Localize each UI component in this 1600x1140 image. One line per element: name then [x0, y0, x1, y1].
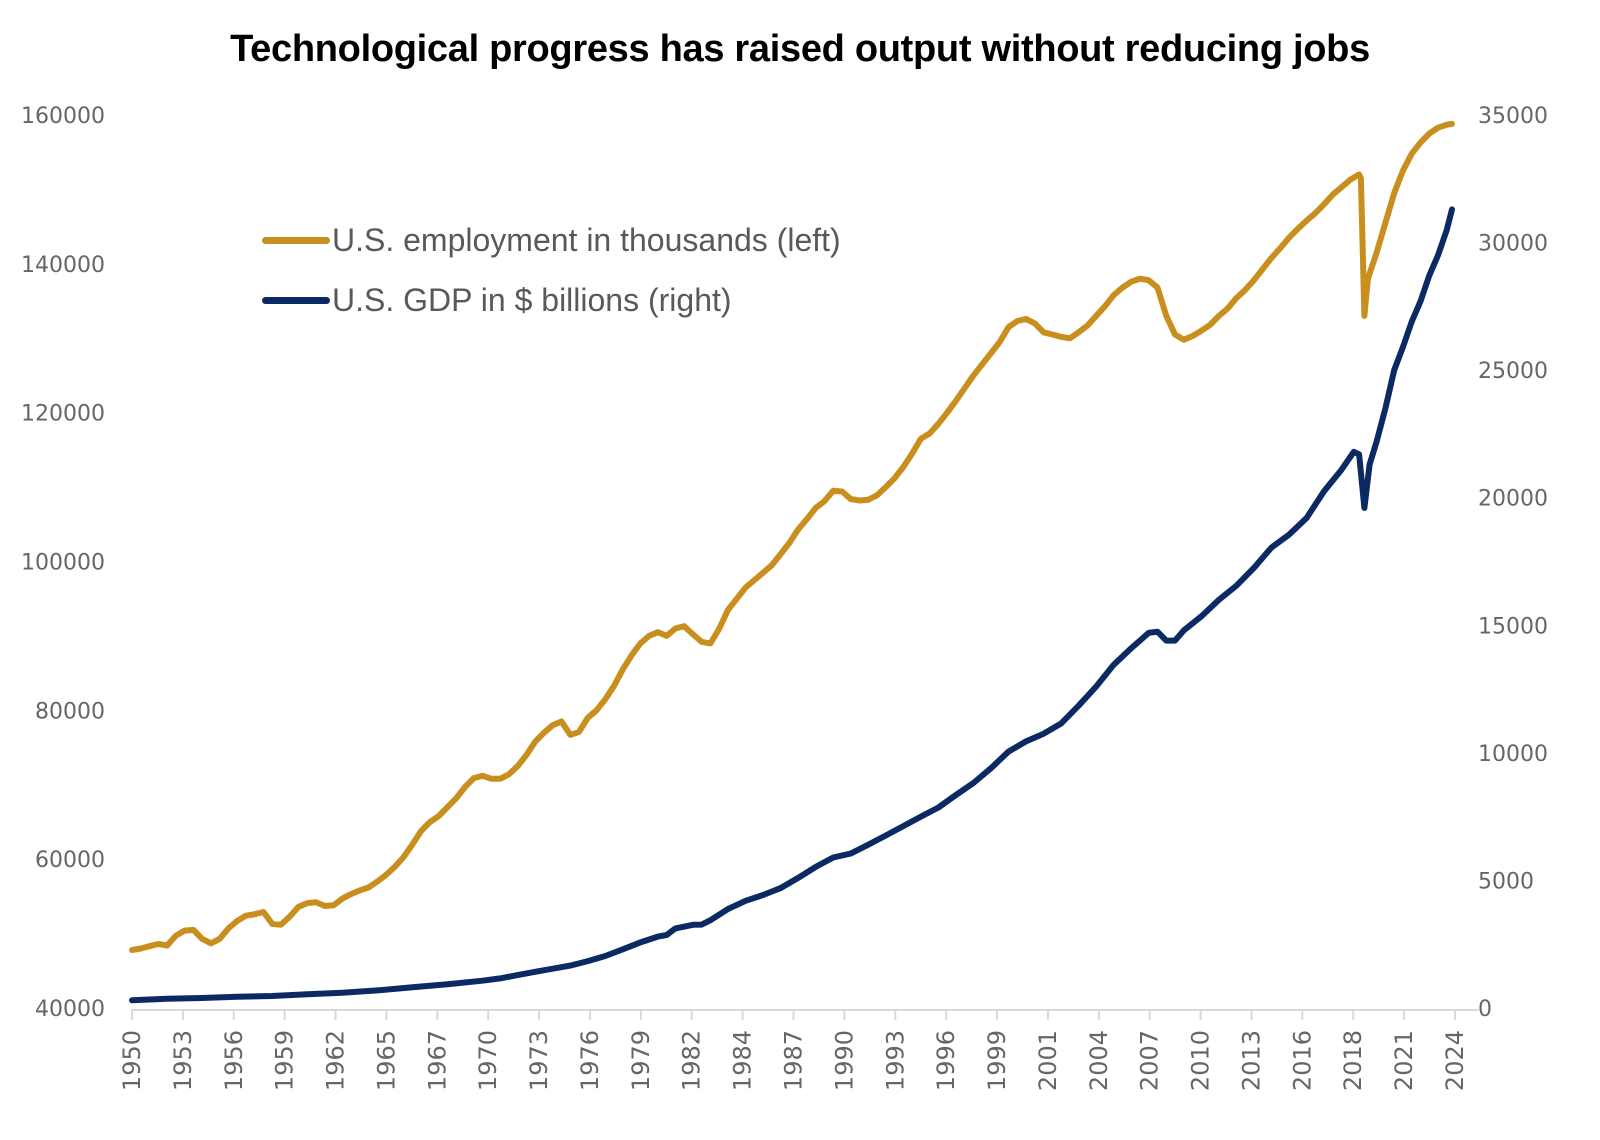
legend-label-employment: U.S. employment in thousands (left) [332, 221, 841, 258]
x-axis-tick-label: 1996 [932, 1030, 960, 1091]
gdp-series-line [129, 206, 1455, 1004]
x-axis-tick-label: 1956 [220, 1030, 248, 1091]
x-axis-tick-label: 2021 [1390, 1030, 1418, 1091]
left-axis-tick-label: 160000 [21, 104, 105, 129]
x-axis-tick-label: 2007 [1136, 1030, 1164, 1091]
right-axis-tick-label: 5000 [1478, 869, 1534, 894]
x-axis-tick-label: 1982 [678, 1030, 706, 1091]
x-axis-tick-label: 2010 [1187, 1030, 1215, 1091]
x-axis-tick-label: 1953 [169, 1030, 197, 1091]
x-axis-tick-label: 1984 [729, 1030, 757, 1091]
x-axis: 1950 1953 1956 1959 1962 1965 1967 1970 1973 1976… [118, 1009, 1480, 1091]
left-axis-tick-label: 80000 [35, 699, 105, 724]
left-axis-tick-label: 120000 [21, 402, 105, 427]
left-axis-tick-label: 140000 [21, 253, 105, 278]
x-axis-tick-label: 1979 [627, 1030, 655, 1091]
x-axis-tick-label: 2004 [1085, 1030, 1113, 1091]
right-axis-tick-label: 30000 [1478, 232, 1548, 257]
right-axis-tick-label: 15000 [1478, 614, 1548, 639]
x-axis-tick-label: 2024 [1441, 1030, 1469, 1091]
x-axis-tick-label: 1990 [830, 1030, 858, 1091]
x-axis-tick-label: 2018 [1339, 1030, 1367, 1091]
right-axis-tick-label: 20000 [1478, 487, 1548, 512]
legend-item-employment: U.S. employment in thousands (left) [262, 210, 841, 270]
x-axis-tick-label: 1959 [271, 1030, 299, 1091]
legend-swatch-gdp [262, 296, 330, 304]
right-axis-tick-label: 0 [1478, 997, 1492, 1022]
x-axis-tick-label: 1967 [423, 1030, 451, 1091]
legend-swatch-employment [262, 236, 330, 244]
x-axis-tick-label: 1950 [118, 1030, 146, 1091]
series-layer [129, 120, 1455, 1004]
x-axis-tick-label: 2001 [1034, 1030, 1062, 1091]
legend-label-gdp: U.S. GDP in $ billions (right) [332, 281, 732, 318]
x-axis-tick-label: 1970 [474, 1030, 502, 1091]
right-axis-tick-label: 10000 [1478, 742, 1548, 767]
x-axis-tick-label: 2016 [1288, 1030, 1316, 1091]
left-axis: 40000 60000 80000 100000 120000 140000 160000 [21, 104, 105, 1022]
x-axis-tick-label: 1987 [780, 1030, 808, 1091]
legend-item-gdp: U.S. GDP in $ billions (right) [262, 270, 841, 330]
x-axis-tick-label: 1962 [322, 1030, 350, 1091]
x-axis-tick-label: 1999 [983, 1030, 1011, 1091]
x-axis-tick-label: 1973 [525, 1030, 553, 1091]
x-axis-tick-label: 1976 [576, 1030, 604, 1091]
x-axis-tick-label: 2013 [1237, 1030, 1265, 1091]
chart-title: Technological progress has raised output… [230, 28, 1370, 70]
left-axis-tick-label: 60000 [35, 848, 105, 873]
x-axis-tick-label: 1965 [372, 1030, 400, 1091]
left-axis-tick-label: 40000 [35, 997, 105, 1022]
legend: U.S. employment in thousands (left) U.S.… [262, 210, 841, 330]
right-axis-tick-label: 25000 [1478, 359, 1548, 384]
left-axis-tick-label: 100000 [21, 551, 105, 576]
employment-series-line [129, 120, 1455, 953]
right-axis: 0 5000 10000 15000 20000 25000 30000 35000 [1478, 104, 1548, 1022]
x-axis-tick-label: 1993 [881, 1030, 909, 1091]
right-axis-tick-label: 35000 [1478, 104, 1548, 129]
